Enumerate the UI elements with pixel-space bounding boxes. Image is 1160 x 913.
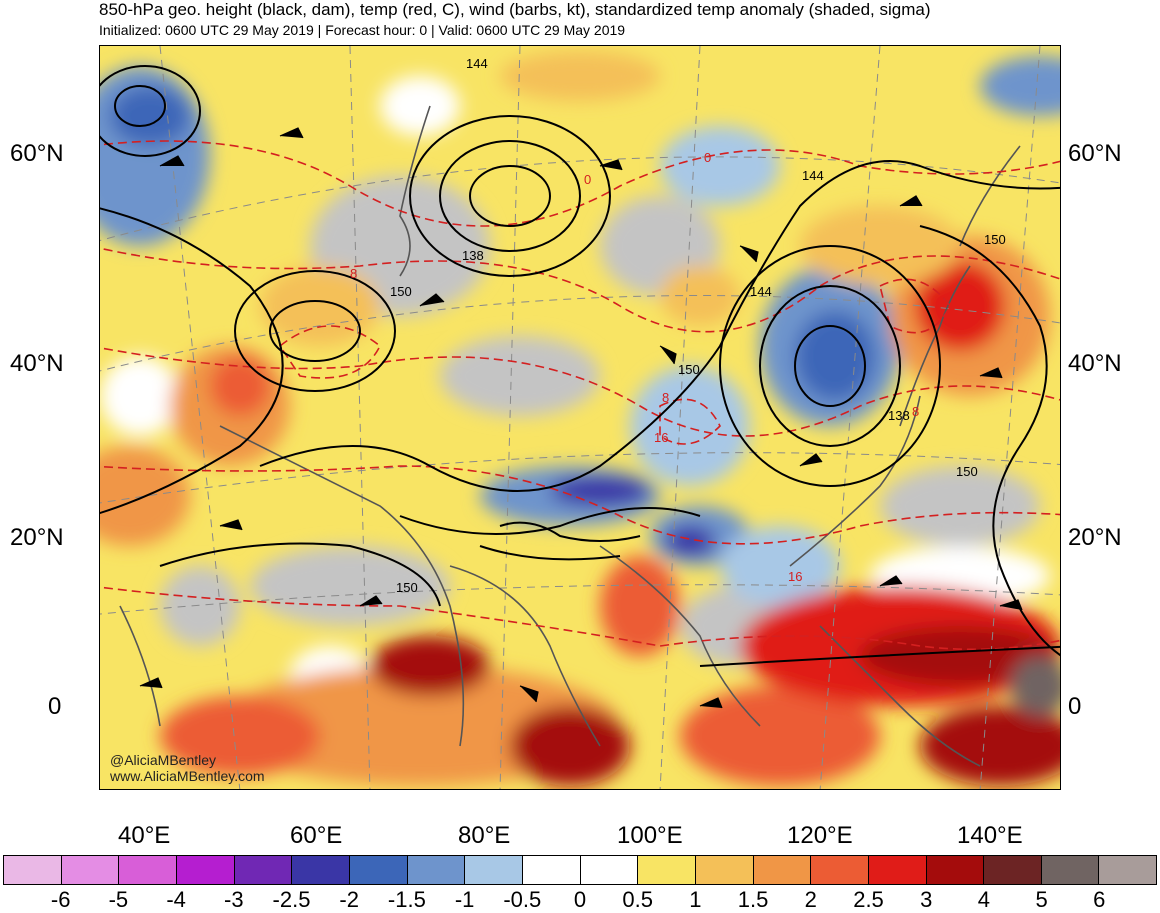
colorbar-swatch bbox=[465, 856, 523, 884]
colorbar-swatch bbox=[176, 856, 235, 884]
colorbar-swatch bbox=[926, 856, 985, 884]
colorbar-swatch bbox=[753, 856, 812, 884]
temp-label: 8 bbox=[662, 390, 669, 405]
lat-label-right: 20°N bbox=[1068, 524, 1122, 551]
lon-label: 80°E bbox=[458, 822, 511, 849]
colorbar-tick-label: 5 bbox=[1035, 887, 1048, 912]
colorbar-swatch bbox=[234, 856, 293, 884]
colorbar-swatch bbox=[4, 856, 62, 884]
lon-label: 60°E bbox=[290, 822, 343, 849]
colorbar-swatch bbox=[349, 856, 408, 884]
colorbar-swatch bbox=[292, 856, 350, 884]
colorbar bbox=[3, 855, 1157, 885]
chart-subtitle: Initialized: 0600 UTC 29 May 2019 | Fore… bbox=[99, 22, 626, 38]
colorbar-swatch bbox=[984, 856, 1042, 884]
colorbar-tick-label: 2 bbox=[804, 887, 817, 912]
map-panel: 144 138 150 144 150 150 144 150 150 138 … bbox=[99, 45, 1061, 790]
temp-label: 0 bbox=[584, 172, 591, 187]
height-label: 138 bbox=[888, 408, 910, 423]
height-label: 150 bbox=[984, 232, 1006, 247]
coastlines bbox=[119, 105, 1021, 767]
colorbar-tick-label: 0.5 bbox=[622, 887, 653, 912]
temp-label: 8 bbox=[912, 404, 919, 419]
colorbar-tick-label: 6 bbox=[1093, 887, 1106, 912]
height-label: 144 bbox=[750, 284, 772, 299]
temp-label: 16 bbox=[788, 569, 802, 584]
colorbar-swatch bbox=[407, 856, 466, 884]
colorbar-swatch bbox=[1099, 856, 1157, 884]
colorbar-swatch bbox=[695, 856, 754, 884]
lon-label: 140°E bbox=[957, 822, 1023, 849]
height-label: 144 bbox=[466, 56, 488, 71]
credit-handle: @AliciaMBentley bbox=[110, 752, 217, 768]
lon-label: 120°E bbox=[787, 822, 853, 849]
colorbar-swatch bbox=[1041, 856, 1100, 884]
height-label: 150 bbox=[956, 464, 978, 479]
colorbar-swatch bbox=[522, 856, 581, 884]
lat-label-right: 0 bbox=[1068, 693, 1082, 720]
chart-title: 850-hPa geo. height (black, dam), temp (… bbox=[99, 0, 931, 19]
colorbar-tick-label: 4 bbox=[977, 887, 991, 912]
colorbar-swatch bbox=[638, 856, 696, 884]
lat-label-right: 60°N bbox=[1068, 140, 1122, 167]
height-label: 138 bbox=[462, 248, 484, 263]
wind-barbs bbox=[139, 127, 1023, 709]
colorbar-tick-label: -2 bbox=[339, 887, 359, 912]
colorbar-swatch bbox=[580, 856, 639, 884]
colorbar-tick-label: -2.5 bbox=[272, 887, 311, 912]
height-label: 150 bbox=[396, 580, 418, 595]
colorbar-tick-label: -1 bbox=[454, 887, 475, 912]
graticule bbox=[100, 46, 1060, 789]
temperature-contours bbox=[100, 140, 1060, 651]
colorbar-tick-label: -1.5 bbox=[387, 887, 426, 912]
colorbar-swatch bbox=[868, 856, 927, 884]
colorbar-tick-label: 1.5 bbox=[737, 887, 769, 912]
height-label: 150 bbox=[390, 284, 412, 299]
lat-label-left: 40°N bbox=[10, 350, 64, 377]
lat-label-left: 60°N bbox=[10, 140, 64, 167]
colorbar-tick-label: -3 bbox=[224, 887, 244, 912]
colorbar-tick-label: 0 bbox=[573, 887, 587, 912]
colorbar-tick-label: 3 bbox=[920, 887, 933, 912]
colorbar-tick-label: 2.5 bbox=[853, 887, 884, 912]
temp-label: 16 bbox=[654, 430, 668, 445]
colorbar-swatch bbox=[119, 856, 177, 884]
temp-label: 0 bbox=[704, 150, 711, 165]
colorbar-tick-label: -6 bbox=[50, 887, 71, 912]
colorbar-tick-label: 1 bbox=[689, 887, 702, 912]
colorbar-swatch bbox=[811, 856, 869, 884]
contour-labels: 144 138 150 144 150 150 144 150 150 138 … bbox=[350, 56, 1006, 595]
height-label: 144 bbox=[802, 168, 824, 183]
height-label: 150 bbox=[678, 362, 700, 377]
lat-label-left: 0 bbox=[48, 693, 62, 720]
colorbar-tick-label: -0.5 bbox=[503, 887, 542, 912]
colorbar-tick-label: -4 bbox=[166, 887, 186, 912]
colorbar-tick-label: -5 bbox=[108, 887, 129, 912]
lon-label: 100°E bbox=[617, 822, 683, 849]
lat-label-left: 20°N bbox=[10, 524, 64, 551]
credit-url: www.AliciaMBentley.com bbox=[110, 768, 265, 784]
lat-label-right: 40°N bbox=[1068, 350, 1122, 377]
lon-label: 40°E bbox=[118, 822, 171, 849]
temp-label: 8 bbox=[350, 266, 357, 281]
map-graphic: 144 138 150 144 150 150 144 150 150 138 … bbox=[100, 46, 1060, 789]
colorbar-swatch bbox=[61, 856, 120, 884]
